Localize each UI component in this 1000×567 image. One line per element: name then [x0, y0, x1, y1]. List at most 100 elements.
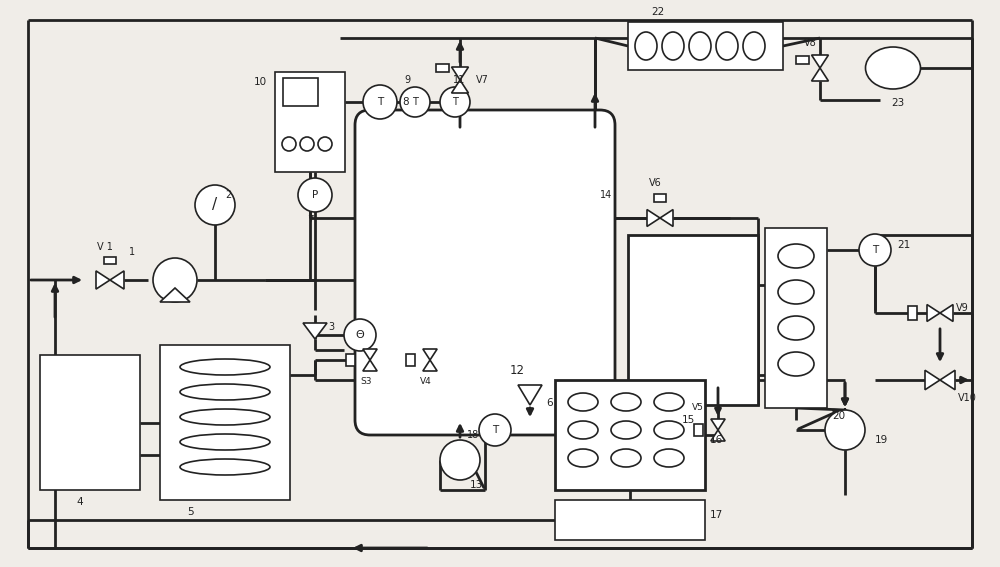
Polygon shape	[925, 370, 940, 390]
Ellipse shape	[180, 434, 270, 450]
Text: 8: 8	[402, 97, 409, 107]
Polygon shape	[660, 210, 673, 226]
Polygon shape	[711, 430, 725, 441]
Text: 21: 21	[897, 240, 910, 250]
Bar	[796, 56, 808, 64]
Circle shape	[363, 85, 397, 119]
Circle shape	[859, 234, 891, 266]
Circle shape	[440, 87, 470, 117]
Text: 14: 14	[600, 190, 612, 200]
Bar	[654, 194, 666, 202]
Text: T: T	[412, 97, 418, 107]
Circle shape	[300, 137, 314, 151]
Text: T: T	[872, 245, 878, 255]
Polygon shape	[647, 210, 660, 226]
Text: 12: 12	[510, 363, 525, 376]
Ellipse shape	[654, 393, 684, 411]
Text: 18: 18	[467, 430, 479, 440]
Ellipse shape	[866, 47, 920, 89]
Polygon shape	[812, 55, 828, 68]
Ellipse shape	[611, 421, 641, 439]
FancyBboxPatch shape	[355, 110, 615, 435]
Ellipse shape	[180, 459, 270, 475]
Text: V6: V6	[649, 178, 661, 188]
Polygon shape	[363, 349, 377, 360]
Bar	[628, 22, 783, 70]
Bar	[346, 354, 354, 366]
Text: V 1: V 1	[97, 242, 113, 252]
Text: 9: 9	[404, 75, 410, 85]
Text: 7: 7	[307, 215, 313, 225]
Bar	[436, 64, 448, 72]
Bar	[908, 306, 916, 320]
Text: T: T	[492, 425, 498, 435]
Text: P: P	[312, 190, 318, 200]
Ellipse shape	[662, 32, 684, 60]
Ellipse shape	[568, 393, 598, 411]
Ellipse shape	[778, 352, 814, 376]
Circle shape	[479, 414, 511, 446]
Polygon shape	[303, 323, 327, 339]
Ellipse shape	[778, 280, 814, 304]
Circle shape	[282, 137, 296, 151]
Text: V10: V10	[958, 393, 977, 403]
Ellipse shape	[716, 32, 738, 60]
Text: /: /	[212, 197, 218, 213]
Text: S3: S3	[360, 378, 372, 387]
Ellipse shape	[568, 449, 598, 467]
Polygon shape	[518, 385, 542, 405]
Polygon shape	[452, 67, 468, 80]
Text: V9: V9	[956, 303, 969, 313]
Polygon shape	[940, 370, 955, 390]
Polygon shape	[711, 419, 725, 430]
Text: 22: 22	[651, 7, 665, 17]
Polygon shape	[160, 288, 190, 302]
Text: 16: 16	[710, 435, 723, 445]
Text: 13: 13	[470, 480, 483, 490]
Circle shape	[318, 137, 332, 151]
Bar	[40, 355, 140, 490]
Bar	[765, 228, 827, 408]
Text: 20: 20	[832, 411, 845, 421]
Bar	[628, 235, 758, 405]
Ellipse shape	[611, 449, 641, 467]
Ellipse shape	[689, 32, 711, 60]
Bar	[555, 500, 705, 540]
Bar	[694, 424, 702, 436]
Circle shape	[344, 319, 376, 351]
Polygon shape	[423, 349, 437, 360]
Text: 17: 17	[710, 510, 723, 520]
Polygon shape	[927, 304, 940, 321]
Text: V7: V7	[476, 75, 489, 85]
Text: 1: 1	[129, 247, 135, 257]
Text: 2: 2	[225, 190, 231, 200]
Circle shape	[153, 258, 197, 302]
Text: V8: V8	[804, 38, 816, 48]
Polygon shape	[452, 80, 468, 93]
Ellipse shape	[654, 421, 684, 439]
Text: T: T	[452, 97, 458, 107]
Bar	[406, 354, 415, 366]
Polygon shape	[363, 360, 377, 371]
Bar	[160, 345, 290, 500]
Ellipse shape	[778, 244, 814, 268]
Ellipse shape	[180, 409, 270, 425]
Text: 4: 4	[77, 497, 83, 507]
Ellipse shape	[743, 32, 765, 60]
Bar	[275, 72, 345, 172]
Circle shape	[440, 440, 480, 480]
Text: V5: V5	[692, 404, 704, 413]
Polygon shape	[940, 304, 953, 321]
Ellipse shape	[180, 384, 270, 400]
Circle shape	[400, 87, 430, 117]
Text: V4: V4	[420, 378, 432, 387]
Bar	[283, 78, 318, 106]
Polygon shape	[423, 360, 437, 371]
Ellipse shape	[180, 359, 270, 375]
Bar	[555, 380, 705, 490]
Ellipse shape	[635, 32, 657, 60]
Text: 23: 23	[891, 98, 905, 108]
Text: 11: 11	[453, 75, 465, 85]
Text: 10: 10	[254, 77, 267, 87]
Circle shape	[195, 185, 235, 225]
